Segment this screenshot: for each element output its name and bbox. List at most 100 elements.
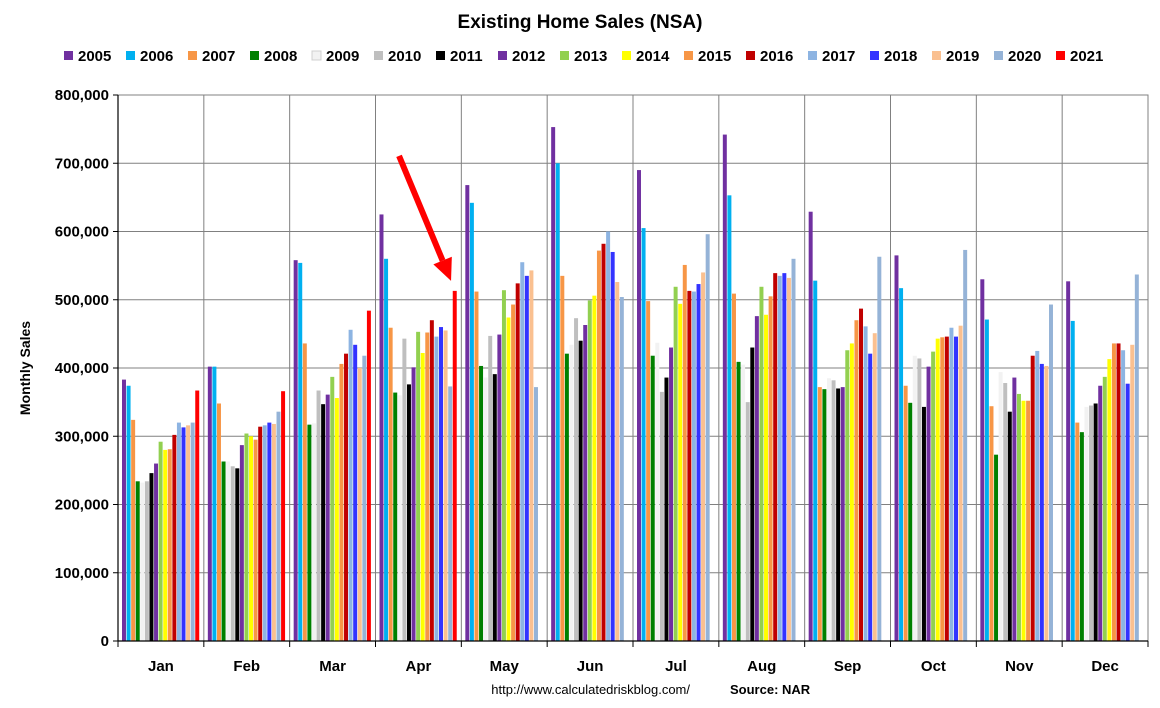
bar-2013-jul — [673, 286, 678, 641]
bar-2006-aug — [727, 195, 732, 641]
bar-2006-jun — [555, 163, 560, 641]
bar-2008-may — [479, 365, 484, 641]
bar-2005-jun — [551, 127, 556, 641]
arrow-shaft — [396, 154, 446, 262]
bar-2006-nov — [984, 319, 989, 641]
bar-2013-jan — [158, 441, 163, 641]
bar-2009-dec — [1084, 406, 1089, 641]
bar-2018-aug — [782, 273, 787, 641]
bar-2018-mar — [353, 344, 358, 641]
bar-2021-mar — [366, 310, 371, 641]
legend-swatch-2017 — [808, 51, 817, 60]
footer-url: http://www.calculatedriskblog.com/ — [491, 682, 690, 697]
bar-2005-mar — [293, 260, 298, 641]
legend-swatch-2011 — [436, 51, 445, 60]
bar-2019-jul — [701, 272, 706, 641]
bar-2016-jun — [601, 243, 606, 641]
bar-2011-sep — [836, 388, 841, 641]
bar-2018-jul — [696, 284, 701, 641]
bar-2010-oct — [917, 358, 922, 641]
legend-label-2008: 2008 — [264, 48, 297, 65]
bar-2020-may — [534, 387, 538, 641]
bar-2010-apr — [402, 338, 407, 641]
bar-2005-may — [465, 185, 470, 641]
bar-2010-may — [488, 335, 493, 641]
bar-2010-mar — [316, 390, 321, 641]
legend-swatch-2013 — [560, 51, 569, 60]
bar-2012-jan — [154, 463, 159, 641]
bar-2008-oct — [908, 402, 913, 641]
bar-2015-nov — [1026, 400, 1031, 641]
axes — [113, 94, 1149, 647]
bar-2007-sep — [817, 387, 822, 641]
bar-2011-feb — [235, 468, 240, 641]
bar-2013-nov — [1016, 393, 1021, 641]
bar-2019-sep — [872, 333, 877, 641]
bar-2020-mar — [362, 355, 367, 641]
bar-2017-oct — [949, 327, 954, 641]
bar-2017-jul — [691, 291, 696, 641]
bar-2020-apr — [448, 386, 453, 641]
bar-2009-apr — [397, 395, 402, 641]
bar-2013-feb — [244, 433, 249, 641]
legend-label-2009: 2009 — [326, 48, 359, 65]
bar-2013-mar — [330, 376, 335, 641]
legend-swatch-2018 — [870, 51, 879, 60]
x-tick-label-aug: Aug — [747, 658, 776, 675]
bar-2007-dec — [1075, 422, 1080, 641]
bar-2015-feb — [253, 439, 258, 641]
bar-2020-sep — [877, 256, 882, 641]
bar-2012-feb — [239, 445, 244, 641]
bar-2005-jan — [122, 379, 126, 641]
legend-label-2017: 2017 — [822, 48, 855, 65]
bar-2017-jun — [606, 231, 611, 641]
bar-2013-jun — [587, 300, 592, 641]
bar-2007-mar — [302, 343, 307, 641]
bar-2014-feb — [249, 436, 254, 641]
legend-label-2011: 2011 — [450, 48, 483, 65]
bar-2009-jun — [569, 344, 574, 641]
y-tick-label: 0 — [101, 633, 109, 650]
bar-2016-aug — [773, 273, 778, 641]
bar-2006-sep — [813, 280, 818, 641]
legend: 2005 2006 2007 2008 2009 2010 2011 2012 2013 2014… — [64, 48, 1103, 65]
bar-2020-dec — [1134, 274, 1139, 641]
bar-2006-dec — [1070, 320, 1075, 641]
bar-2016-dec — [1116, 343, 1121, 641]
bar-2016-jan — [172, 434, 177, 641]
x-tick-label-jan: Jan — [148, 658, 174, 675]
bar-2007-aug — [731, 293, 736, 641]
bar-2015-may — [511, 304, 516, 641]
legend-label-2012: 2012 — [512, 48, 545, 65]
bar-2014-jan — [163, 449, 168, 641]
bar-2010-aug — [745, 402, 750, 642]
bar-2012-dec — [1098, 385, 1103, 641]
x-tick-label-nov: Nov — [1005, 658, 1034, 675]
bar-2015-oct — [940, 337, 945, 641]
bar-2008-apr — [393, 392, 398, 641]
legend-swatch-2020 — [994, 51, 1003, 60]
bar-2019-dec — [1130, 344, 1135, 641]
legend-label-2010: 2010 — [388, 48, 421, 65]
bar-2007-feb — [216, 403, 221, 641]
bar-2016-mar — [344, 353, 349, 641]
bar-2006-may — [469, 202, 474, 641]
bar-2014-may — [506, 317, 511, 641]
bar-2017-apr — [434, 336, 439, 641]
bar-2019-apr — [443, 330, 448, 641]
bar-2014-apr — [420, 352, 425, 641]
y-axis-label: Monthly Sales — [17, 321, 33, 415]
bar-2014-dec — [1107, 359, 1112, 641]
bar-2011-aug — [750, 347, 755, 641]
bar-2019-feb — [271, 423, 276, 641]
x-tick-label-may: May — [490, 658, 520, 675]
bar-2019-jun — [615, 282, 620, 641]
bar-2020-nov — [1049, 304, 1053, 641]
bar-2009-feb — [226, 461, 231, 641]
bar-2009-mar — [311, 423, 316, 641]
arrow-head — [433, 256, 452, 281]
bar-2009-jul — [655, 342, 660, 641]
bar-2016-feb — [258, 426, 263, 641]
bar-2010-dec — [1089, 405, 1094, 641]
bar-2008-jun — [564, 353, 569, 641]
